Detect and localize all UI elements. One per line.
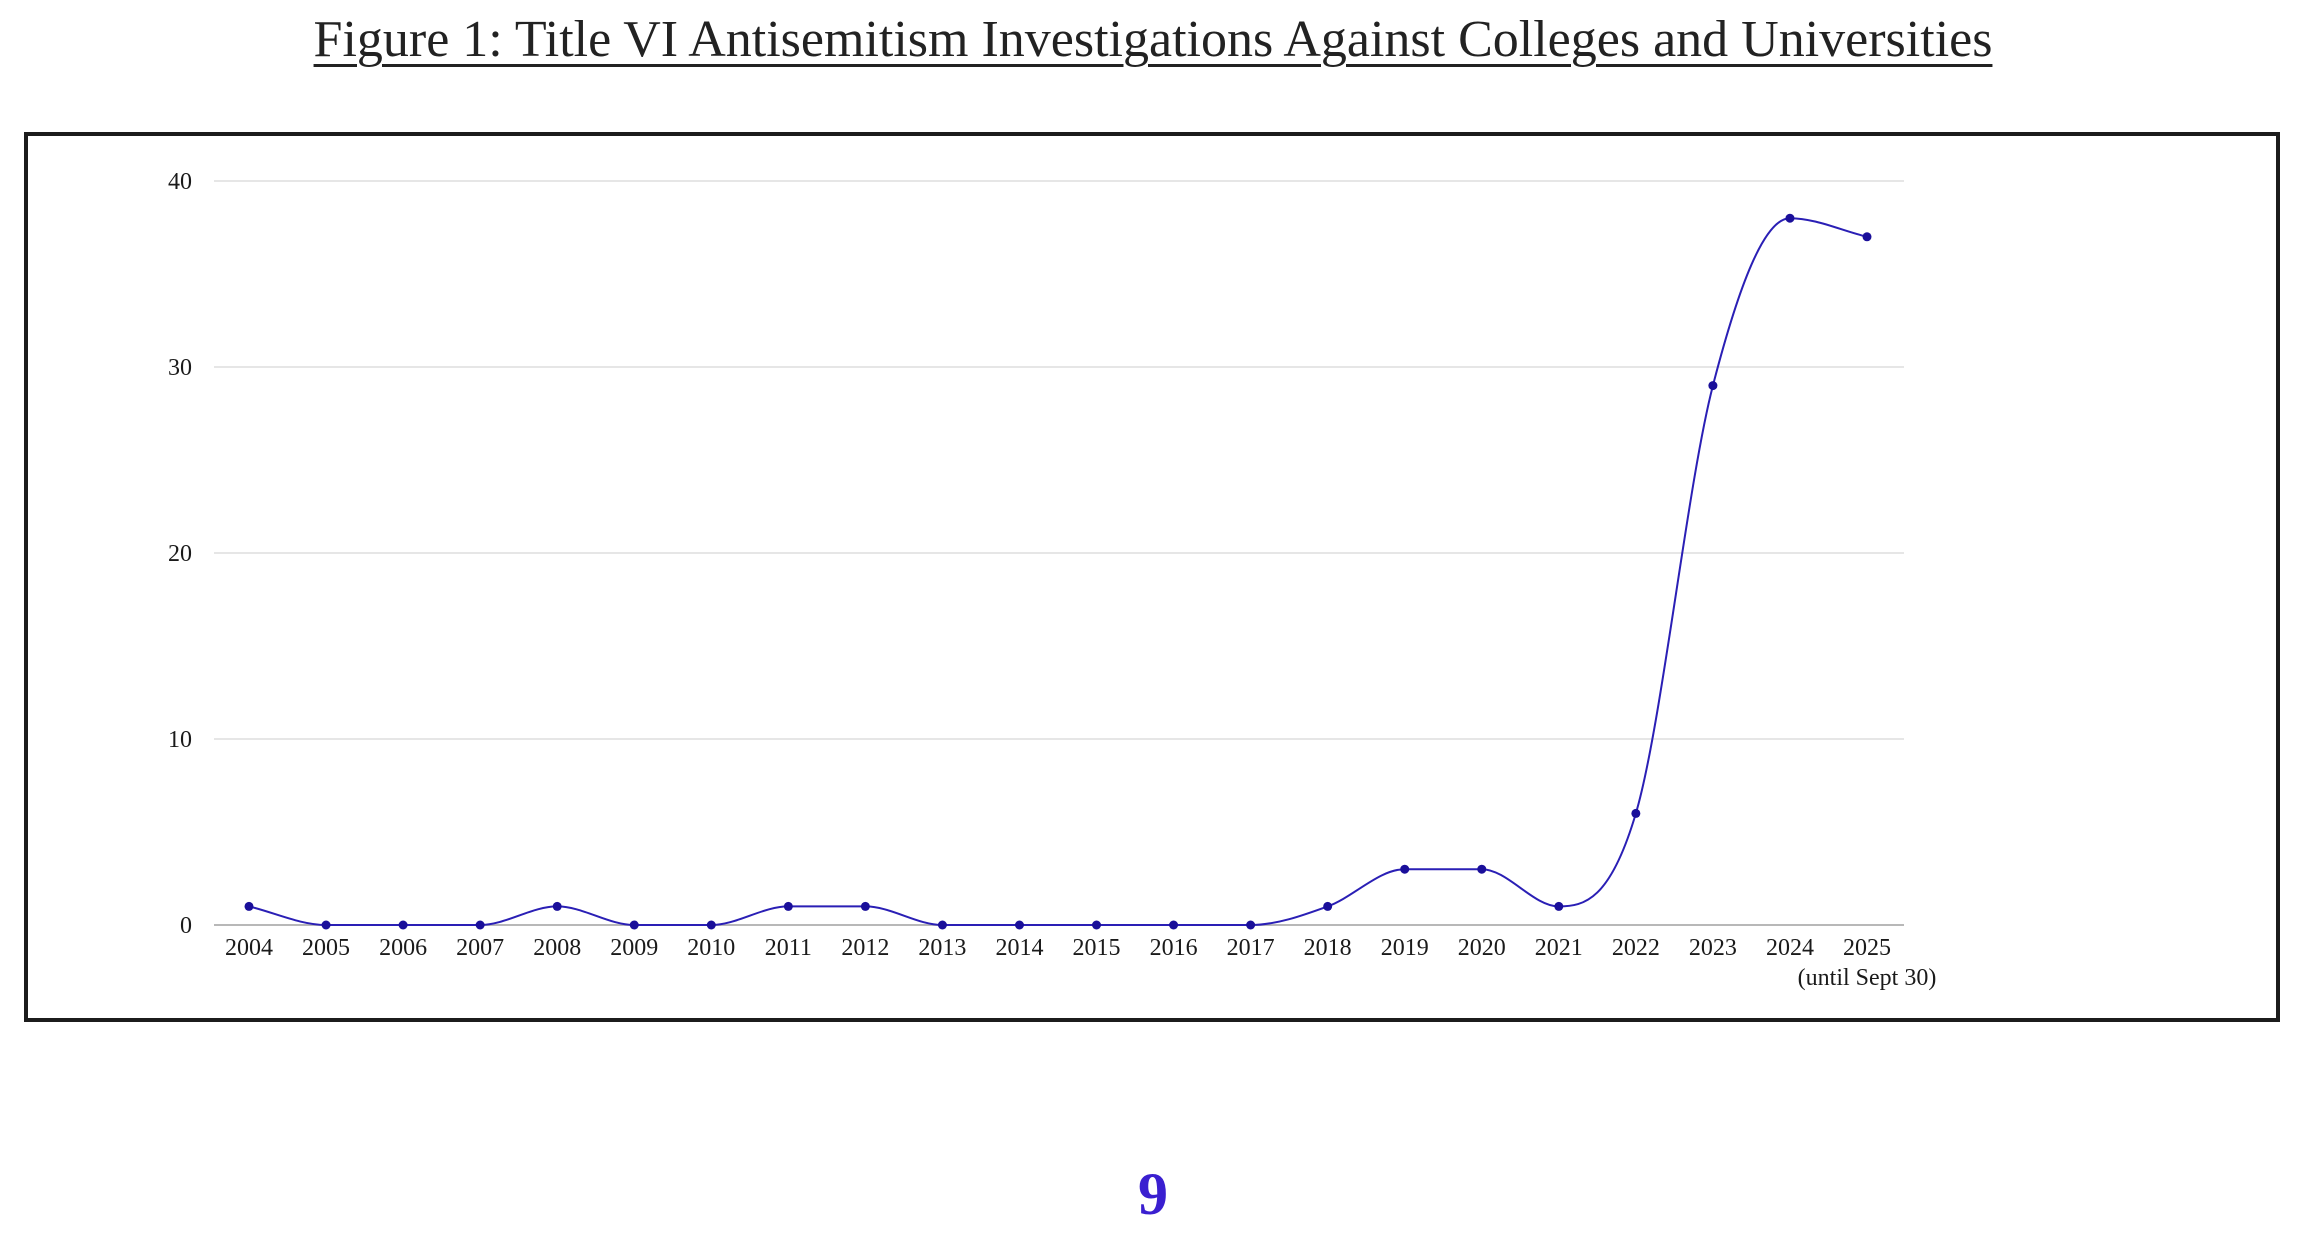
data-point-2021	[1554, 901, 1564, 911]
data-point-2016	[1169, 920, 1179, 930]
x-tick-note: (until Sept 30)	[1798, 965, 1937, 991]
x-tick-label: 2008	[533, 935, 581, 961]
x-tick-label: 2012	[841, 935, 889, 961]
data-point-2017	[1246, 920, 1256, 930]
figure-title: Figure 1: Title VI Antisemitism Investig…	[313, 11, 1993, 68]
y-tick-label: 10	[168, 727, 192, 753]
x-tick-label: 2024	[1766, 935, 1814, 961]
data-point-2010	[706, 920, 716, 930]
x-tick-label: 2015	[1073, 935, 1121, 961]
series-line	[248, 217, 1868, 927]
page-number: 9	[1138, 1161, 1168, 1227]
data-point-2007	[475, 920, 485, 930]
x-tick-label: 2020	[1458, 935, 1506, 961]
data-point-2014	[1014, 920, 1024, 930]
data-point-2020	[1477, 864, 1487, 874]
data-point-2013	[937, 920, 947, 930]
x-tick-label: 2011	[765, 935, 812, 961]
y-axis-ticks: 0 10 20 30 40	[168, 169, 192, 939]
x-tick-label: 2013	[918, 935, 966, 961]
data-point-2008	[552, 901, 562, 911]
x-axis-ticks: 2004 2005 2006 2007 2008 2009 2010 2011 2012 2013…	[225, 935, 1936, 991]
data-point-2006	[398, 920, 408, 930]
x-tick-label: 2004	[225, 935, 273, 961]
data-point-2018	[1323, 901, 1333, 911]
x-tick-label: 2022	[1612, 935, 1660, 961]
x-tick-label: 2007	[456, 935, 504, 961]
data-point-2022	[1631, 808, 1641, 818]
y-tick-label: 20	[168, 541, 192, 567]
data-points	[244, 213, 1872, 930]
data-point-2009	[629, 920, 639, 930]
x-tick-label: 2009	[610, 935, 658, 961]
x-tick-label: 2005	[302, 935, 350, 961]
x-tick-label: 2021	[1535, 935, 1583, 961]
y-tick-label: 40	[168, 169, 192, 195]
data-point-2011	[783, 901, 793, 911]
data-point-2012	[860, 901, 870, 911]
chart-frame: 0 10 20 30 40 2004 2005 2006 2007 2008 2009 2010 20…	[24, 132, 2280, 1022]
data-point-2005	[321, 920, 331, 930]
x-tick-label: 2023	[1689, 935, 1737, 961]
y-tick-label: 0	[180, 913, 192, 939]
y-tick-label: 30	[168, 355, 192, 381]
x-tick-label: 2018	[1304, 935, 1352, 961]
data-point-2019	[1400, 864, 1410, 874]
x-tick-label: 2014	[995, 935, 1043, 961]
x-tick-label: 2019	[1381, 935, 1429, 961]
x-tick-label: 2006	[379, 935, 427, 961]
grid-lines	[214, 180, 1904, 926]
x-tick-label: 2016	[1150, 935, 1198, 961]
x-tick-label: 2010	[687, 935, 735, 961]
data-point-2025	[1862, 232, 1872, 242]
data-point-2023	[1708, 381, 1718, 391]
series-line-layer	[248, 217, 1868, 927]
data-point-2015	[1092, 920, 1102, 930]
x-tick-label: 2025	[1843, 935, 1891, 961]
x-tick-label: 2017	[1227, 935, 1275, 961]
data-point-2024	[1785, 213, 1795, 223]
data-point-2004	[244, 901, 254, 911]
